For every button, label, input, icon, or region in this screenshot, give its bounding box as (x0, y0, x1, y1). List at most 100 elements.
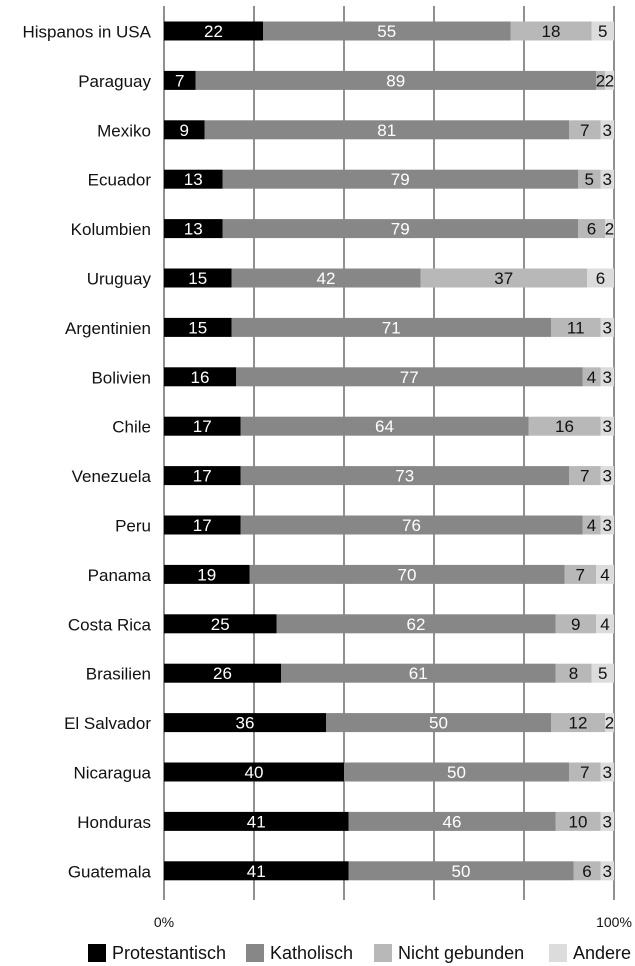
category-label: Costa Rica (68, 615, 152, 634)
data-label: 15 (188, 318, 207, 337)
bar-protestantisch (164, 268, 232, 288)
bar-nicht-gebunden (569, 120, 601, 140)
data-label: 13 (184, 170, 203, 189)
category-label: Mexiko (97, 121, 151, 140)
legend-item-andere: Andere (549, 940, 631, 966)
legend-swatch-katholisch (246, 944, 264, 962)
data-label: 2 (605, 220, 614, 239)
data-label: 13 (184, 220, 203, 239)
data-label: 89 (386, 71, 405, 90)
legend-item-protestantisch: Protestantisch (88, 940, 226, 966)
data-label: 2 (605, 714, 614, 733)
bar-nicht-gebunden (578, 169, 601, 189)
bar-katholisch (249, 564, 565, 584)
data-label: 41 (247, 812, 266, 831)
data-label: 22 (204, 22, 223, 41)
bar-katholisch (231, 317, 551, 337)
data-label: 4 (587, 368, 596, 387)
bar-nicht-gebunden (573, 861, 601, 881)
category-label: Venezuela (72, 467, 152, 486)
bar-andere (600, 169, 614, 189)
bar-protestantisch (164, 169, 223, 189)
category-label: Hispanos in USA (22, 23, 151, 42)
bar-protestantisch (164, 861, 349, 881)
bar-protestantisch (164, 21, 263, 41)
bar-katholisch (222, 219, 578, 239)
data-label: 17 (193, 467, 212, 486)
bar-andere (600, 861, 614, 881)
bar-andere (600, 416, 614, 436)
data-label: 3 (603, 467, 612, 486)
bar-protestantisch (164, 317, 232, 337)
bar-andere (587, 268, 614, 288)
data-label: 3 (603, 516, 612, 535)
bar-andere (596, 614, 614, 634)
bar-protestantisch (164, 219, 223, 239)
data-label: 81 (377, 121, 396, 140)
bar-protestantisch (164, 515, 241, 535)
data-label: 64 (375, 417, 394, 436)
data-label: 5 (585, 170, 594, 189)
data-label: 26 (213, 664, 232, 683)
legend-item-katholisch: Katholisch (246, 940, 353, 966)
data-label: 19 (197, 565, 216, 584)
data-label: 7 (580, 121, 589, 140)
data-label: 3 (603, 318, 612, 337)
bar-nicht-gebunden (578, 219, 605, 239)
legend-label-protestantisch: Protestantisch (112, 942, 227, 963)
bar-nicht-gebunden (420, 268, 587, 288)
data-label: 7 (580, 763, 589, 782)
data-label: 6 (582, 862, 591, 881)
bar-andere (605, 219, 614, 239)
bar-protestantisch (164, 120, 205, 140)
data-label: 77 (400, 368, 419, 387)
data-label: 79 (391, 170, 410, 189)
bar-nicht-gebunden (569, 466, 601, 486)
legend-label-andere: Andere (573, 942, 632, 963)
data-label: 11 (567, 318, 585, 337)
bar-protestantisch (164, 663, 281, 683)
bar-katholisch (231, 268, 421, 288)
x-tick-label: 100% (596, 914, 632, 930)
category-label: Argentinien (65, 319, 151, 338)
bar-katholisch (348, 861, 574, 881)
data-label: 3 (603, 763, 612, 782)
data-label: 40 (245, 763, 264, 782)
data-label: 12 (569, 714, 588, 733)
data-label: 71 (382, 318, 401, 337)
data-label: 50 (452, 862, 471, 881)
bar-protestantisch (164, 762, 344, 782)
bar-nicht-gebunden (551, 713, 605, 733)
data-label: 7 (576, 565, 585, 584)
bar-nicht-gebunden (528, 416, 601, 436)
bar-katholisch (204, 120, 569, 140)
bar-katholisch (281, 663, 556, 683)
category-label: Uruguay (87, 270, 152, 289)
bar-katholisch (326, 713, 551, 733)
bar-nicht-gebunden (555, 811, 601, 831)
data-label: 7 (175, 71, 184, 90)
data-label: 7 (580, 467, 589, 486)
bar-andere (600, 466, 614, 486)
data-label: 2 (596, 71, 605, 90)
legend-swatch-protestantisch (88, 944, 106, 962)
bar-katholisch (276, 614, 556, 634)
category-label: Ecuador (88, 171, 152, 190)
bar-protestantisch (164, 70, 196, 90)
data-label: 17 (193, 516, 212, 535)
category-label: Kolumbien (71, 220, 151, 239)
bar-katholisch (195, 70, 596, 90)
data-label: 3 (603, 812, 612, 831)
category-label: Bolivien (91, 368, 151, 387)
data-label: 9 (180, 121, 189, 140)
bar-katholisch (348, 811, 556, 831)
bar-katholisch (240, 466, 569, 486)
bar-protestantisch (164, 466, 241, 486)
data-label: 16 (191, 368, 210, 387)
category-label: Nicaragua (74, 764, 152, 783)
data-label: 55 (377, 22, 396, 41)
data-label: 41 (247, 862, 266, 881)
bar-andere (600, 762, 614, 782)
data-label: 36 (236, 714, 255, 733)
bar-nicht-gebunden (555, 663, 592, 683)
